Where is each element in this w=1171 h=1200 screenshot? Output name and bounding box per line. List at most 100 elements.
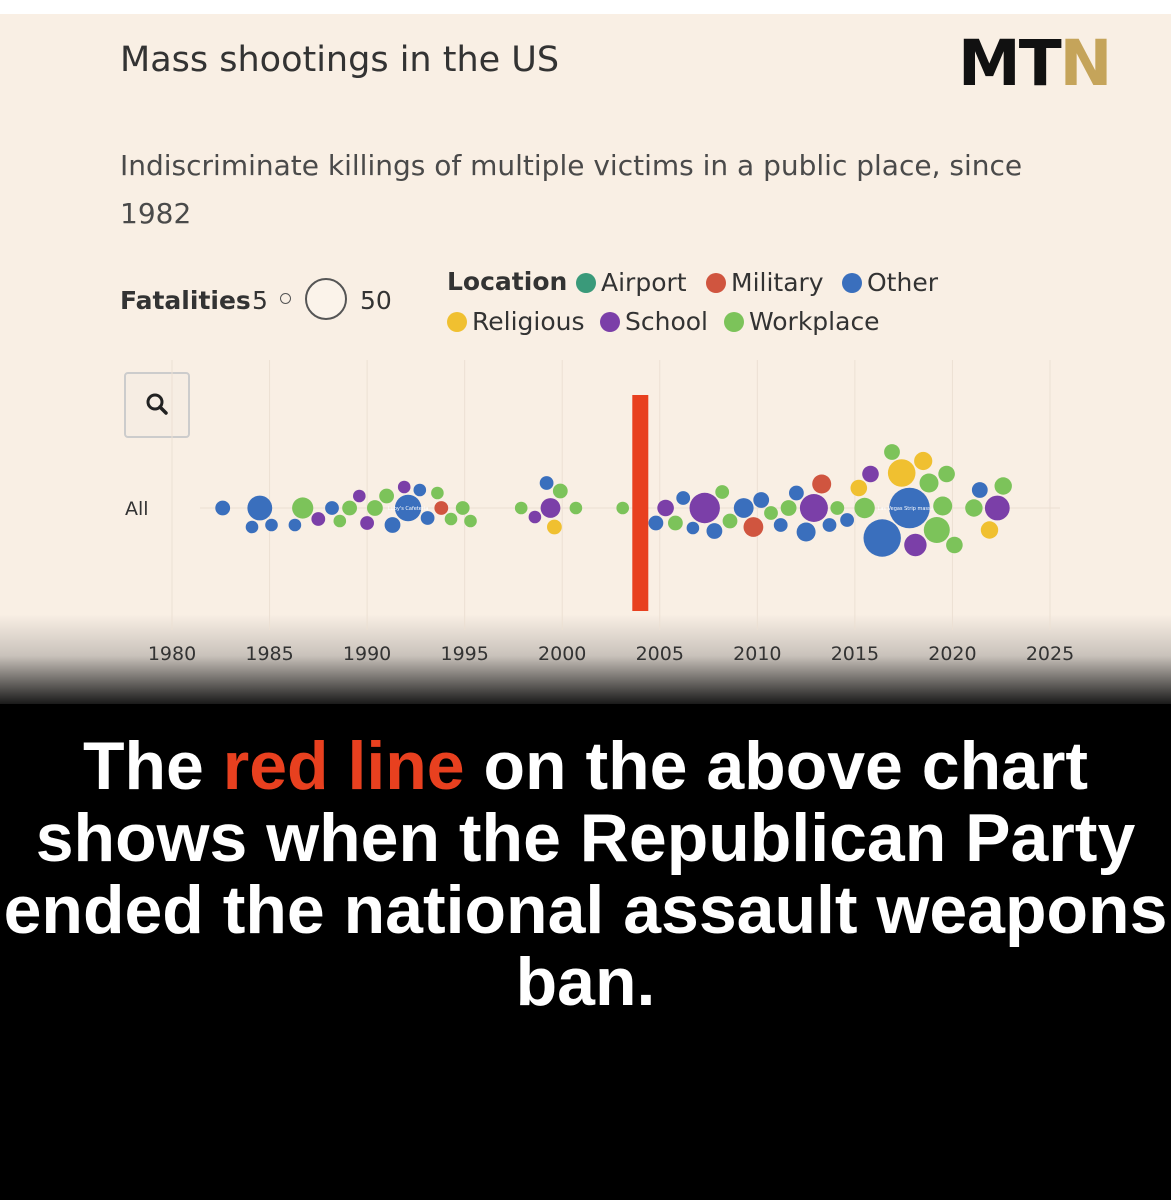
bubble-school[interactable] bbox=[689, 492, 720, 524]
legend-label-school: School bbox=[625, 307, 708, 336]
bubble-other[interactable] bbox=[245, 520, 259, 534]
bubble-other[interactable] bbox=[971, 482, 988, 498]
bubbles: Las Vegas Strip massacre Luby's Cafeteria bbox=[215, 444, 1012, 557]
bubble-school[interactable] bbox=[904, 533, 927, 557]
bubble-workplace[interactable] bbox=[780, 500, 797, 516]
x-tick-label: 2020 bbox=[928, 643, 976, 665]
bubble-workplace[interactable] bbox=[668, 515, 683, 531]
bubble-other[interactable] bbox=[394, 494, 422, 522]
bubble-other[interactable] bbox=[265, 518, 278, 532]
legend-item-military: Military bbox=[706, 268, 824, 297]
bubble-other[interactable] bbox=[889, 487, 930, 529]
bubble-other[interactable] bbox=[384, 517, 401, 533]
bubble-other[interactable] bbox=[539, 476, 554, 490]
bubble-workplace[interactable] bbox=[292, 497, 314, 519]
bubble-workplace[interactable] bbox=[552, 483, 568, 499]
bubble-workplace[interactable] bbox=[946, 536, 963, 554]
fatalities-min: 5 bbox=[252, 286, 268, 315]
bubble-other[interactable] bbox=[706, 523, 723, 539]
bubble-workplace[interactable] bbox=[722, 513, 738, 529]
bubble-other[interactable] bbox=[733, 498, 754, 518]
bubble-other[interactable] bbox=[822, 518, 837, 532]
bubble-other[interactable] bbox=[413, 483, 427, 497]
bubble-other[interactable] bbox=[840, 513, 854, 527]
bubble-workplace[interactable] bbox=[715, 485, 730, 499]
chart-panel bbox=[0, 14, 1171, 704]
headline-after: on the above chart shows when the Republ… bbox=[3, 728, 1168, 1020]
bubble-school[interactable] bbox=[657, 499, 674, 517]
bubble-label: Las Vegas Strip massacre bbox=[878, 506, 942, 512]
x-tick-label: 2025 bbox=[1026, 643, 1074, 665]
bubble-religious[interactable] bbox=[887, 459, 916, 487]
bubble-workplace[interactable] bbox=[884, 444, 900, 460]
bubble-workplace[interactable] bbox=[938, 465, 955, 483]
bubble-workplace[interactable] bbox=[764, 506, 778, 520]
legend-label-airport: Airport bbox=[601, 268, 687, 297]
bubble-school[interactable] bbox=[353, 489, 366, 503]
bubble-religious[interactable] bbox=[850, 479, 868, 497]
x-tick-label: 1985 bbox=[245, 643, 293, 665]
bubble-other[interactable] bbox=[420, 511, 435, 525]
legend-item-airport: Airport bbox=[576, 268, 687, 297]
bubble-workplace[interactable] bbox=[616, 501, 629, 515]
bubble-other[interactable] bbox=[686, 521, 700, 535]
bubble-workplace[interactable] bbox=[342, 500, 357, 516]
bubble-military[interactable] bbox=[812, 474, 832, 494]
bubble-workplace[interactable] bbox=[965, 499, 983, 517]
bubble-workplace[interactable] bbox=[854, 497, 875, 519]
bubble-other[interactable] bbox=[676, 491, 691, 505]
bubble-other[interactable] bbox=[325, 501, 339, 515]
bubble-workplace[interactable] bbox=[923, 517, 950, 543]
legend-item-other: Other bbox=[842, 268, 938, 297]
x-tick-label: 1990 bbox=[343, 643, 391, 665]
legend-swatch-religious bbox=[447, 311, 467, 332]
bubble-school[interactable] bbox=[360, 516, 374, 530]
bubble-workplace[interactable] bbox=[455, 501, 470, 515]
x-axis-ticks: 1980 1985 1990 1995 2000 2005 2010 2015 2020 2025 bbox=[148, 643, 1074, 665]
legend-label-military: Military bbox=[731, 268, 824, 297]
bubble-military[interactable] bbox=[434, 501, 449, 515]
red-line-marker bbox=[632, 395, 649, 611]
bubble-school[interactable] bbox=[540, 498, 561, 518]
bubble-workplace[interactable] bbox=[994, 477, 1012, 495]
bubble-other[interactable] bbox=[288, 518, 302, 532]
bubble-workplace[interactable] bbox=[431, 486, 444, 500]
bubble-school[interactable] bbox=[799, 494, 828, 522]
bubble-other[interactable] bbox=[863, 519, 901, 557]
row-label-all: All bbox=[125, 498, 149, 520]
search-button[interactable] bbox=[124, 372, 190, 438]
chart-title: Mass shootings in the US bbox=[120, 40, 560, 80]
bubble-workplace[interactable] bbox=[379, 488, 394, 504]
bubble-school[interactable] bbox=[862, 465, 879, 483]
bubble-religious[interactable] bbox=[980, 521, 999, 539]
bubble-workplace[interactable] bbox=[569, 501, 583, 515]
logo-accent: N bbox=[1059, 27, 1113, 100]
bubble-other[interactable] bbox=[789, 485, 804, 501]
bubble-workplace[interactable] bbox=[919, 473, 939, 493]
bubble-workplace[interactable] bbox=[444, 512, 458, 526]
bubble-workplace[interactable] bbox=[464, 514, 477, 528]
bubble-workplace[interactable] bbox=[933, 496, 953, 516]
legend-swatch-other bbox=[842, 272, 862, 293]
bubble-other[interactable] bbox=[753, 492, 770, 508]
bubble-school[interactable] bbox=[528, 510, 542, 524]
bubble-religious[interactable] bbox=[547, 519, 562, 535]
location-legend-label: Location bbox=[447, 267, 568, 296]
bubble-workplace[interactable] bbox=[333, 514, 347, 528]
bubble-other[interactable] bbox=[247, 495, 273, 521]
bubble-school[interactable] bbox=[311, 512, 326, 526]
bubble-school[interactable] bbox=[397, 480, 411, 494]
bubble-other[interactable] bbox=[215, 500, 231, 516]
bubble-religious[interactable] bbox=[914, 451, 933, 471]
bubble-workplace[interactable] bbox=[367, 500, 383, 516]
bubble-other[interactable] bbox=[648, 515, 664, 531]
mtn-logo: MTN bbox=[958, 32, 1112, 95]
x-tick-label: 1995 bbox=[440, 643, 488, 665]
bubble-workplace[interactable] bbox=[514, 501, 528, 515]
bubble-workplace[interactable] bbox=[830, 501, 845, 515]
legend-item-workplace: Workplace bbox=[724, 307, 880, 336]
bubble-military[interactable] bbox=[743, 517, 764, 537]
bubble-school[interactable] bbox=[984, 495, 1010, 521]
bubble-other[interactable] bbox=[773, 518, 788, 532]
bubble-other[interactable] bbox=[796, 522, 816, 542]
